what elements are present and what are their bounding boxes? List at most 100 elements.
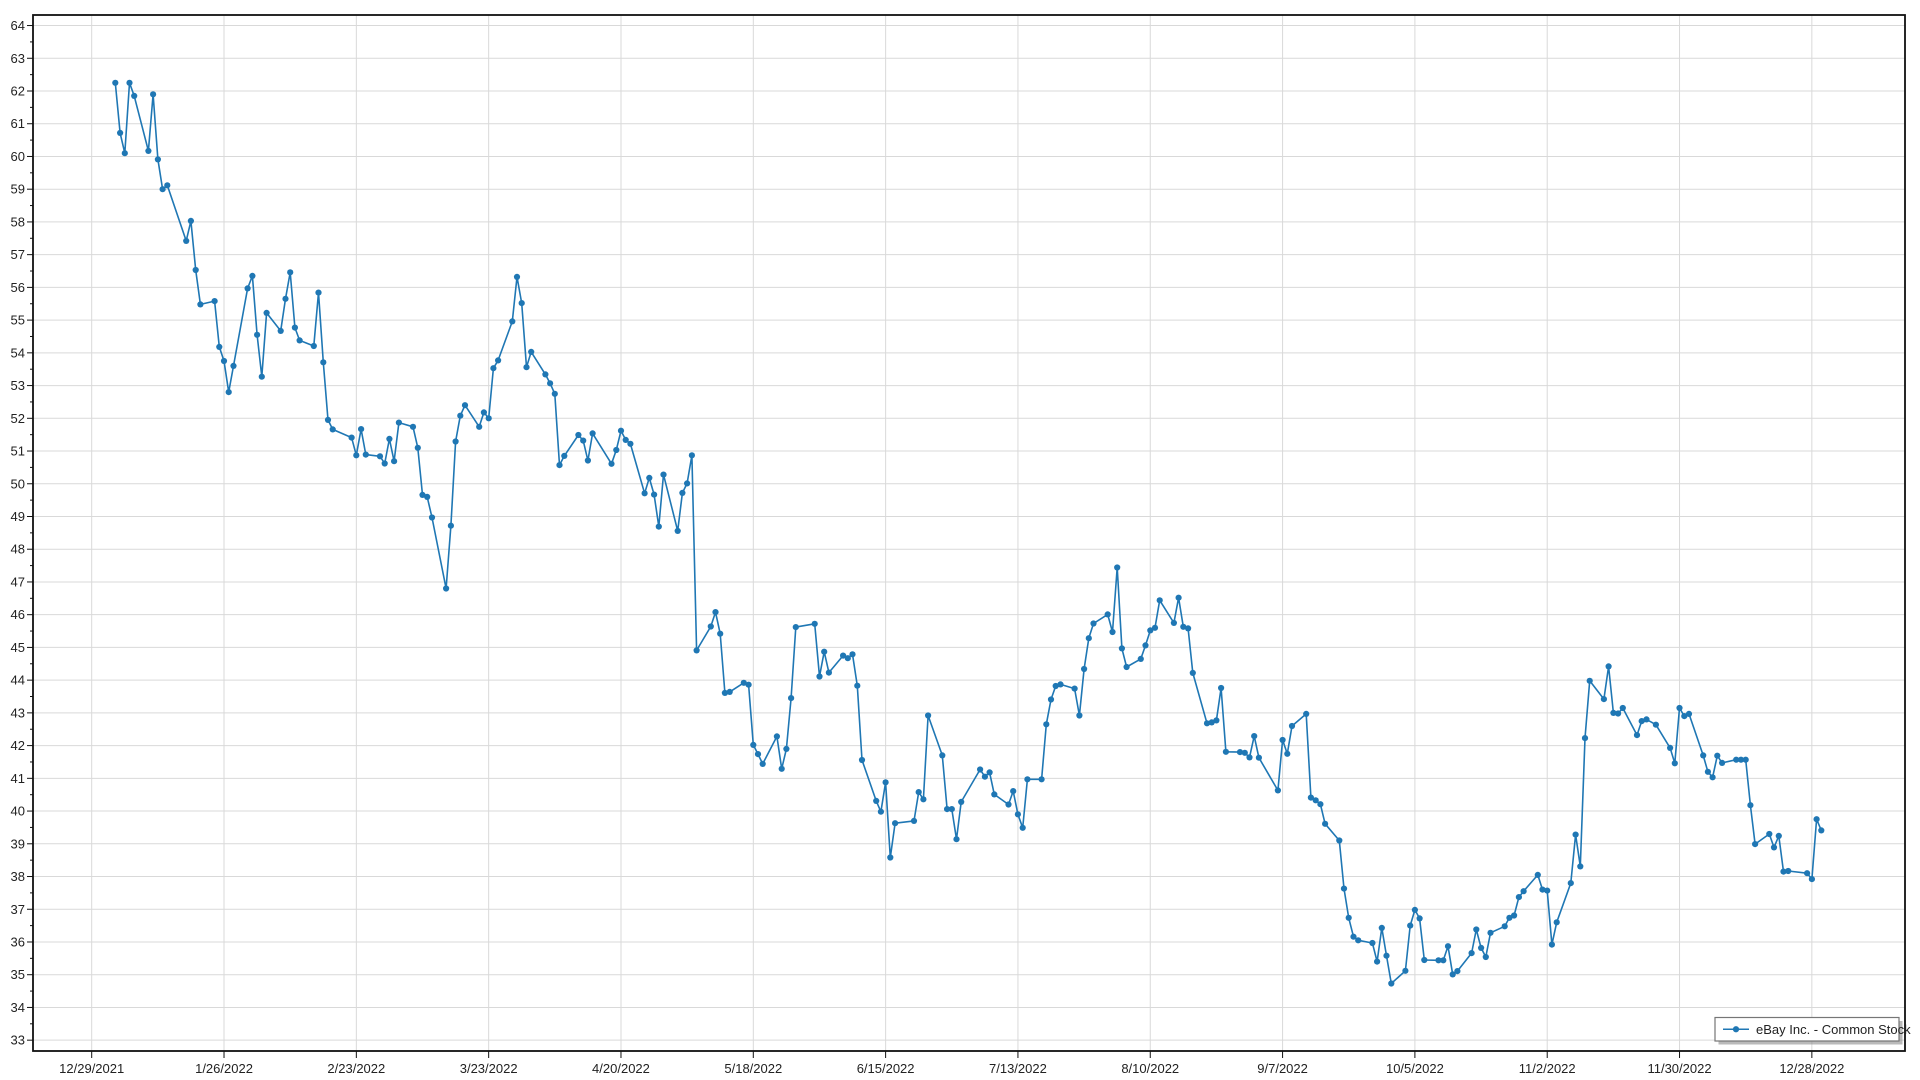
data-point-marker [953, 836, 960, 843]
data-point-marker [712, 609, 719, 616]
data-point-marker [443, 585, 450, 592]
y-tick-label: 57 [11, 247, 25, 262]
data-point-marker [1577, 863, 1584, 870]
data-point-marker [688, 452, 696, 459]
x-tick-label: 11/2/2022 [1519, 1061, 1576, 1076]
data-point-marker [1057, 681, 1064, 688]
data-point-marker [542, 371, 549, 378]
data-point-marker [641, 490, 648, 497]
data-point-marker [1643, 716, 1650, 723]
data-point-marker [386, 435, 393, 442]
y-tick-label: 36 [11, 934, 25, 949]
data-point-marker [452, 438, 459, 445]
data-point-marker [1236, 749, 1244, 756]
data-point-marker [291, 324, 298, 331]
data-point-marker [1345, 914, 1352, 921]
data-point-marker [1137, 655, 1144, 663]
data-point-marker [296, 337, 303, 344]
y-tick-label: 43 [11, 705, 25, 720]
data-point-marker [1350, 933, 1357, 940]
data-point-marker [1501, 923, 1508, 930]
data-point-marker [1340, 885, 1348, 892]
data-point-marker [816, 673, 823, 680]
y-tick-label: 33 [11, 1033, 25, 1048]
data-point-marker [1652, 721, 1659, 728]
data-point-marker [1071, 685, 1078, 692]
data-point-marker [424, 493, 431, 500]
data-point-marker [783, 745, 790, 753]
data-point-marker [1047, 696, 1055, 703]
data-point-marker [1581, 735, 1589, 742]
y-tick-label: 61 [11, 116, 25, 131]
data-point-marker [840, 652, 847, 659]
data-point-marker [216, 343, 223, 350]
data-point-marker [1114, 564, 1121, 571]
data-point-marker [651, 491, 658, 498]
data-point-marker [112, 79, 119, 86]
data-point-marker [684, 480, 691, 487]
data-point-marker [660, 471, 667, 478]
y-tick-label: 34 [11, 1000, 25, 1015]
data-point-marker [1279, 736, 1286, 744]
data-point-marker [1667, 744, 1674, 752]
data-point-marker [580, 437, 587, 444]
data-point-marker [674, 527, 681, 535]
data-point-marker [1241, 749, 1248, 756]
data-point-marker [192, 266, 199, 274]
data-point-marker [991, 791, 998, 798]
data-point-marker [1052, 682, 1059, 690]
data-point-marker [1185, 625, 1192, 632]
data-point-marker [1586, 677, 1593, 684]
data-point-marker [1374, 958, 1381, 965]
data-point-marker [1421, 956, 1428, 964]
data-point-marker [920, 796, 927, 803]
data-point-marker [1747, 802, 1754, 809]
data-point-marker [1274, 787, 1281, 794]
y-tick-label: 35 [11, 967, 25, 982]
data-point-marker [1010, 788, 1017, 795]
data-point-marker [509, 318, 516, 325]
x-tick-label: 10/5/2022 [1386, 1061, 1444, 1076]
data-point-marker [750, 741, 757, 749]
data-point-marker [211, 298, 218, 305]
data-point-marker [287, 269, 294, 276]
data-point-marker [1090, 620, 1097, 627]
data-point-marker [882, 779, 889, 786]
data-point-marker [1043, 721, 1050, 728]
data-point-marker [556, 462, 563, 469]
data-point-marker [821, 648, 828, 655]
data-point-marker [391, 458, 398, 465]
data-point-marker [282, 295, 289, 302]
x-tick-label: 5/18/2022 [724, 1061, 782, 1076]
data-point-marker [1548, 941, 1555, 948]
y-tick-label: 52 [11, 411, 25, 426]
data-point-marker [622, 436, 629, 443]
data-point-marker [121, 150, 128, 157]
data-point-marker [854, 682, 861, 689]
y-tick-label: 48 [11, 542, 25, 557]
y-tick-label: 38 [11, 869, 25, 884]
data-point-marker [1544, 887, 1551, 894]
data-point-marker [528, 348, 535, 355]
data-point-marker [561, 452, 568, 459]
x-tick-label: 6/15/2022 [857, 1061, 915, 1076]
x-tick-label: 12/29/2021 [59, 1061, 124, 1076]
data-point-marker [480, 409, 487, 416]
data-point-marker [1222, 748, 1229, 755]
x-axis: 12/29/2021 1/26/2022 2/23/2022 3/23/2022 4/2… [59, 1051, 1844, 1076]
data-point-marker [353, 452, 360, 459]
data-point-marker [145, 147, 152, 154]
data-point-marker [329, 426, 336, 433]
data-point-marker [1317, 801, 1324, 808]
data-point-marker [1511, 912, 1518, 919]
y-tick-label: 41 [11, 771, 25, 786]
data-point-marker [1473, 926, 1480, 933]
data-point-marker [1378, 924, 1385, 932]
x-tick-label: 9/7/2022 [1257, 1061, 1308, 1076]
data-point-marker [1251, 733, 1258, 740]
data-point-marker [362, 451, 369, 458]
data-point-marker [1081, 665, 1088, 673]
data-point-marker [1638, 718, 1645, 725]
data-point-marker [164, 182, 171, 189]
